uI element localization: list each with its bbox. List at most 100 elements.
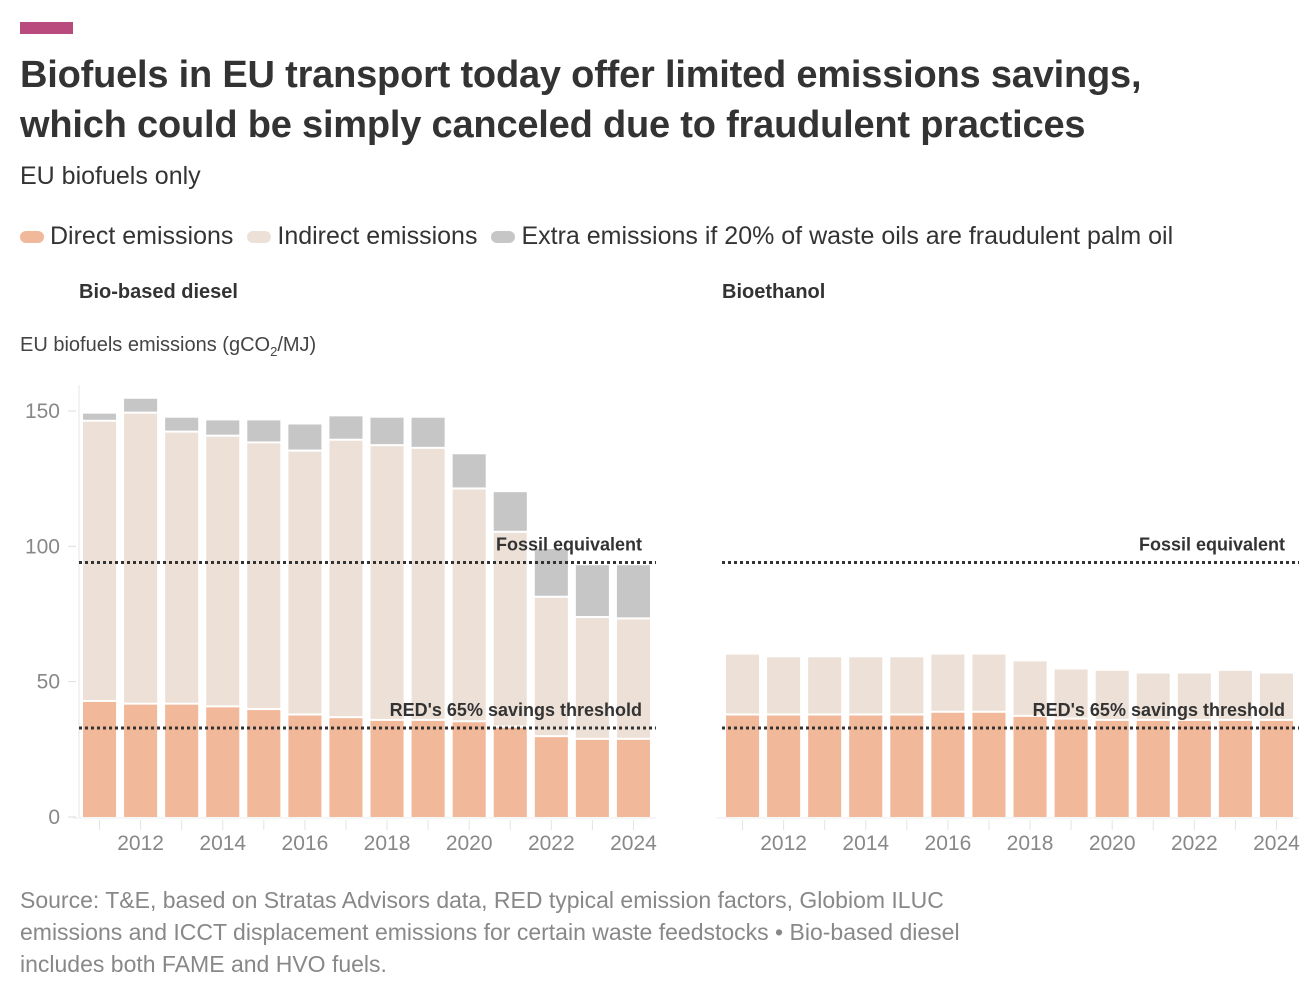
bar-bioethanol-indirect-2017 <box>972 654 1006 711</box>
fossil-equivalent-label: Fossil equivalent <box>496 535 642 555</box>
bar-diesel-direct-2016 <box>288 715 322 817</box>
bar-bioethanol-direct-2011 <box>726 715 760 817</box>
bar-diesel-indirect-2016 <box>288 451 322 714</box>
bar-diesel-extra-2014 <box>206 420 240 435</box>
legend-swatch-direct <box>20 230 44 243</box>
legend-label-indirect: Indirect emissions <box>277 222 478 250</box>
bar-diesel-extra-2016 <box>288 424 322 450</box>
bar-diesel-indirect-2019 <box>411 448 445 719</box>
bar-diesel-extra-2017 <box>329 416 363 439</box>
bar-bioethanol-direct-2023 <box>1218 720 1252 817</box>
bar-diesel-extra-2022 <box>534 549 568 596</box>
bar-bioethanol-indirect-2011 <box>726 654 760 714</box>
source-line-1: Source: T&E, based on Stratas Advisors d… <box>20 887 944 913</box>
bar-diesel-extra-2021 <box>493 492 527 531</box>
bar-diesel-indirect-2014 <box>206 436 240 706</box>
bar-bioethanol-indirect-2016 <box>931 654 965 711</box>
bar-bioethanol-indirect-2015 <box>890 657 924 714</box>
bar-diesel-indirect-2024 <box>616 619 650 738</box>
bar-diesel-extra-2018 <box>370 417 404 445</box>
bar-diesel-direct-2012 <box>124 704 158 817</box>
legend-label-extra: Extra emissions if 20% of waste oils are… <box>521 222 1174 250</box>
chart-subtitle: EU biofuels only <box>20 162 201 190</box>
title-line-1: Biofuels in EU transport today offer lim… <box>20 54 1142 96</box>
fossil-equivalent-label: Fossil equivalent <box>1139 535 1285 555</box>
bar-diesel-direct-2019 <box>411 720 445 817</box>
x-tick-label-2012: 2012 <box>117 832 164 855</box>
bar-diesel-indirect-2018 <box>370 446 404 719</box>
x-tick-label-2024: 2024 <box>610 832 657 855</box>
bar-diesel-indirect-2012 <box>124 413 158 703</box>
bar-diesel-extra-2015 <box>247 420 281 442</box>
bar-diesel-direct-2014 <box>206 707 240 817</box>
source-line-3: includes both FAME and HVO fuels. <box>20 951 387 977</box>
x-tick-label-2020: 2020 <box>446 832 493 855</box>
bar-diesel-extra-2024 <box>616 565 650 618</box>
source-line-2: emissions and ICCT displacement emission… <box>20 919 960 945</box>
y-tick-label: 150 <box>25 400 60 423</box>
bar-bioethanol-direct-2018 <box>1013 716 1047 817</box>
bar-diesel-extra-2013 <box>165 417 199 431</box>
x-tick-label-2024: 2024 <box>1253 832 1300 855</box>
bar-bioethanol-indirect-2024 <box>1259 673 1293 719</box>
y-axis-title: EU biofuels emissions (gCO2/MJ) <box>20 334 316 359</box>
bar-diesel-extra-2011 <box>83 413 117 420</box>
y-axis-title-sub: 2 <box>270 344 278 359</box>
bar-diesel-indirect-2017 <box>329 440 363 717</box>
y-axis-title-text: EU biofuels emissions (gCO <box>20 334 271 356</box>
bar-diesel-direct-2024 <box>616 739 650 817</box>
panel-diesel: 0 50 100 150 2012 2014 2016 2018 2020 2022 2024 Fos… <box>25 385 657 855</box>
bar-diesel-indirect-2011 <box>83 421 117 700</box>
bar-bioethanol-direct-2015 <box>890 715 924 817</box>
bar-bioethanol-direct-2013 <box>808 715 842 817</box>
legend-item-direct: Direct emissions <box>20 222 233 251</box>
bar-diesel-extra-2019 <box>411 417 445 447</box>
bar-bioethanol-indirect-2013 <box>808 657 842 714</box>
x-tick-label-2022: 2022 <box>1171 832 1218 855</box>
bar-bioethanol-direct-2014 <box>849 715 883 817</box>
legend-label-direct: Direct emissions <box>50 222 234 250</box>
bar-bioethanol-direct-2016 <box>931 712 965 817</box>
bar-bioethanol-indirect-2023 <box>1218 670 1252 719</box>
bar-bioethanol-direct-2021 <box>1136 720 1170 817</box>
x-tick-label-2014: 2014 <box>199 832 246 855</box>
legend-swatch-extra <box>491 230 516 243</box>
x-tick-label-2022: 2022 <box>528 832 575 855</box>
bar-diesel-direct-2020 <box>452 722 486 817</box>
bar-bioethanol-indirect-2018 <box>1013 661 1047 715</box>
bar-diesel-extra-2020 <box>452 454 486 488</box>
source-note: Source: T&E, based on Stratas Advisors d… <box>20 884 1220 980</box>
bar-diesel-indirect-2023 <box>575 618 609 738</box>
bar-diesel-direct-2017 <box>329 718 363 817</box>
bar-diesel-direct-2023 <box>575 739 609 817</box>
bar-bioethanol-direct-2019 <box>1054 719 1088 817</box>
bar-diesel-indirect-2020 <box>452 489 486 721</box>
red-threshold-label: RED's 65% savings threshold <box>1033 700 1285 720</box>
x-tick-label-2018: 2018 <box>1007 832 1054 855</box>
bar-bioethanol-direct-2022 <box>1177 720 1211 817</box>
bar-bioethanol-indirect-2012 <box>767 657 801 714</box>
x-tick-label-2012: 2012 <box>760 832 807 855</box>
bar-diesel-direct-2022 <box>534 737 568 817</box>
bar-bioethanol-direct-2012 <box>767 715 801 817</box>
x-tick-label-2014: 2014 <box>842 832 889 855</box>
bar-diesel-indirect-2022 <box>534 597 568 736</box>
red-threshold-label: RED's 65% savings threshold <box>390 700 642 720</box>
bar-bioethanol-direct-2024 <box>1259 720 1293 817</box>
x-tick-label-2016: 2016 <box>925 832 972 855</box>
bar-bioethanol-indirect-2014 <box>849 657 883 714</box>
bar-diesel-direct-2015 <box>247 710 281 817</box>
bar-bioethanol-indirect-2020 <box>1095 670 1129 719</box>
title-line-2: which could be simply canceled due to fr… <box>20 104 1086 146</box>
bar-diesel-indirect-2021 <box>493 532 527 726</box>
bar-bioethanol-indirect-2019 <box>1054 669 1088 718</box>
panel-title-bioethanol: Bioethanol <box>722 281 826 303</box>
legend-item-extra: Extra emissions if 20% of waste oils are… <box>491 222 1173 251</box>
x-tick-label-2018: 2018 <box>364 832 411 855</box>
bar-bioethanol-indirect-2022 <box>1177 673 1211 719</box>
bar-diesel-direct-2013 <box>165 704 199 817</box>
bar-bioethanol-indirect-2021 <box>1136 673 1170 719</box>
panel-title-diesel: Bio-based diesel <box>79 281 238 303</box>
panel-bioethanol: 2012 2014 2016 2018 2020 2022 2024 Fossil equiv… <box>716 535 1300 855</box>
